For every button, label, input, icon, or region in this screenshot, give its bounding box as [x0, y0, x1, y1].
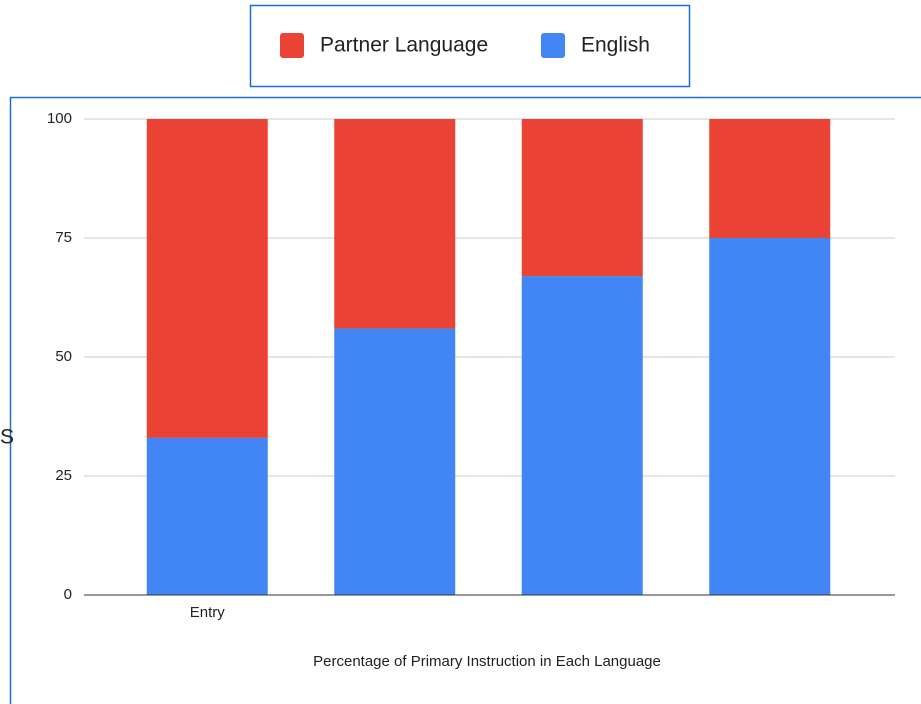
legend-swatch — [541, 33, 565, 58]
y-axis-label: S — [0, 426, 14, 449]
legend-box — [249, 4, 691, 88]
y-tick-label: 50 — [55, 348, 72, 365]
bar-segment — [146, 437, 268, 595]
legend-label: Partner Language — [320, 34, 488, 57]
bar-segment — [334, 328, 456, 595]
x-axis-label: Percentage of Primary Instruction in Eac… — [313, 653, 661, 670]
y-tick-label: 75 — [55, 229, 72, 246]
bar-segment — [709, 119, 831, 238]
bar-segment — [521, 119, 643, 277]
bar-segment — [334, 119, 456, 329]
bar-segment — [709, 238, 831, 595]
legend-label: English — [581, 34, 650, 57]
chart-box — [9, 96, 921, 704]
bar-segment — [521, 276, 643, 595]
y-tick-label: 100 — [47, 110, 72, 127]
y-tick-label: 0 — [64, 586, 72, 603]
legend-swatch — [280, 33, 304, 58]
bar-segment — [146, 119, 268, 438]
y-tick-label: 25 — [55, 467, 72, 484]
x-tick-label: Entry — [190, 604, 226, 621]
